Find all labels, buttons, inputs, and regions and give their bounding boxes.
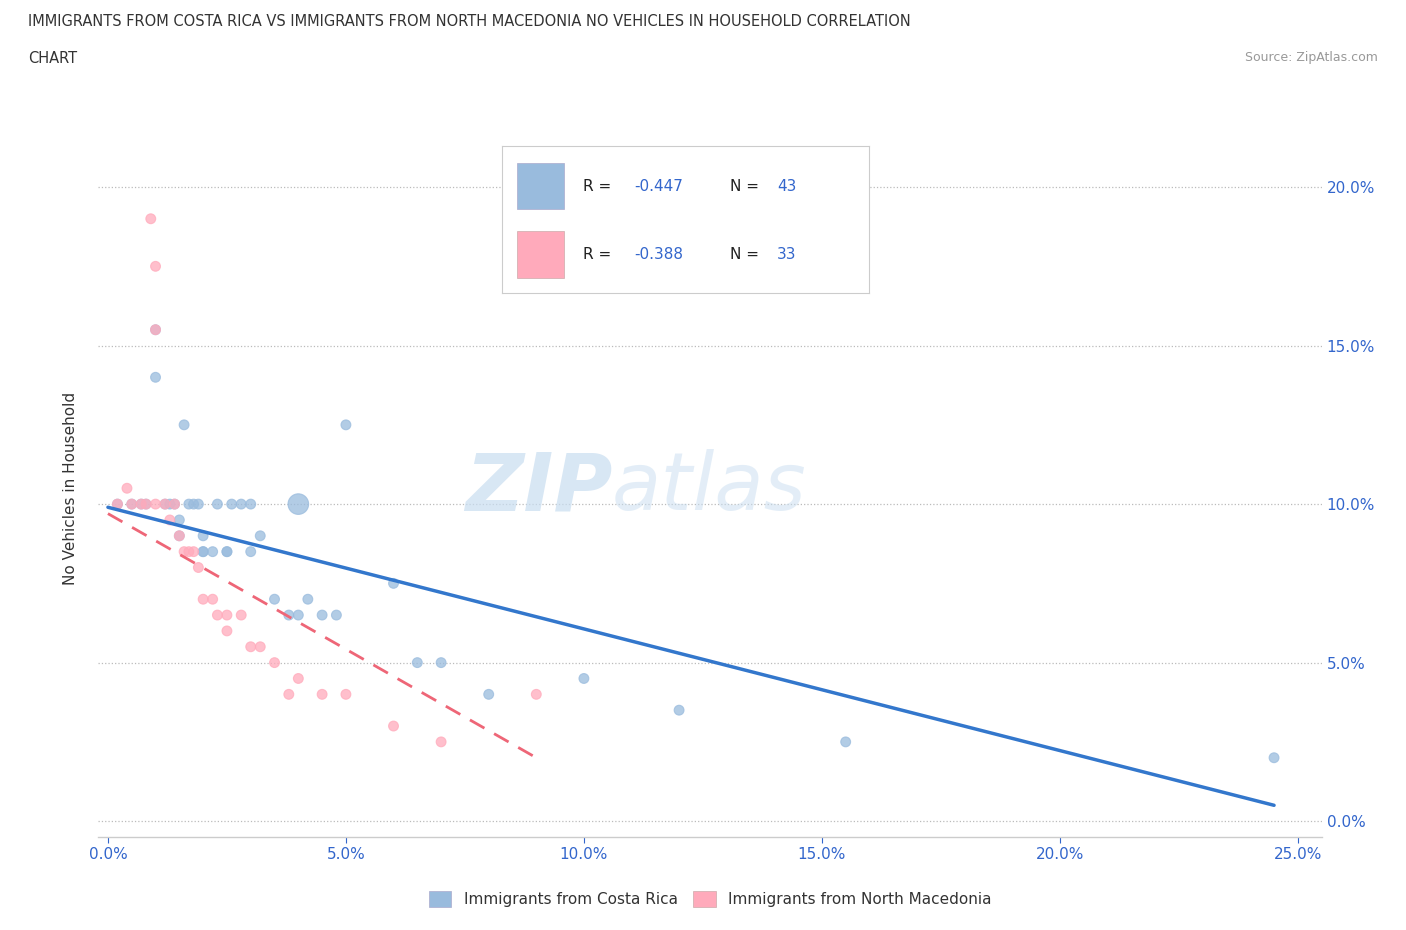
- Point: [163, 497, 186, 512]
- Point: [263, 591, 285, 606]
- Point: [145, 497, 167, 512]
- Point: [169, 528, 191, 543]
- Point: [173, 418, 195, 432]
- Point: [335, 418, 357, 432]
- Point: [325, 607, 347, 622]
- Point: [115, 481, 138, 496]
- Point: [153, 497, 176, 512]
- Y-axis label: No Vehicles in Household: No Vehicles in Household: [63, 392, 77, 585]
- Point: [121, 497, 143, 512]
- Point: [231, 607, 253, 622]
- Point: [177, 497, 200, 512]
- Point: [311, 607, 333, 622]
- Point: [129, 497, 152, 512]
- Point: [135, 497, 157, 512]
- Point: [183, 544, 205, 559]
- Point: [215, 544, 238, 559]
- Point: [834, 735, 856, 750]
- Point: [287, 497, 309, 512]
- Text: IMMIGRANTS FROM COSTA RICA VS IMMIGRANTS FROM NORTH MACEDONIA NO VEHICLES IN HOU: IMMIGRANTS FROM COSTA RICA VS IMMIGRANTS…: [28, 14, 911, 29]
- Point: [524, 687, 547, 702]
- Point: [163, 497, 186, 512]
- Point: [191, 591, 214, 606]
- Point: [177, 544, 200, 559]
- Point: [191, 544, 214, 559]
- Point: [430, 655, 453, 670]
- Point: [215, 544, 238, 559]
- Point: [406, 655, 429, 670]
- Point: [191, 528, 214, 543]
- Point: [335, 687, 357, 702]
- Point: [215, 607, 238, 622]
- Point: [153, 497, 176, 512]
- Point: [191, 544, 214, 559]
- Point: [239, 639, 262, 654]
- Text: ZIP: ZIP: [465, 449, 612, 527]
- Point: [430, 735, 453, 750]
- Point: [207, 607, 229, 622]
- Point: [107, 497, 129, 512]
- Point: [129, 497, 152, 512]
- Point: [572, 671, 595, 686]
- Point: [145, 323, 167, 338]
- Text: Source: ZipAtlas.com: Source: ZipAtlas.com: [1244, 51, 1378, 64]
- Point: [145, 323, 167, 338]
- Point: [277, 687, 299, 702]
- Legend: Immigrants from Costa Rica, Immigrants from North Macedonia: Immigrants from Costa Rica, Immigrants f…: [422, 884, 998, 913]
- Point: [201, 544, 224, 559]
- Point: [107, 497, 129, 512]
- Point: [249, 639, 271, 654]
- Point: [145, 370, 167, 385]
- Point: [297, 591, 319, 606]
- Text: atlas: atlas: [612, 449, 807, 527]
- Point: [215, 623, 238, 638]
- Point: [183, 497, 205, 512]
- Point: [668, 703, 690, 718]
- Point: [159, 512, 181, 527]
- Point: [201, 591, 224, 606]
- Point: [478, 687, 501, 702]
- Point: [139, 211, 162, 226]
- Point: [382, 719, 405, 734]
- Point: [145, 259, 167, 273]
- Text: CHART: CHART: [28, 51, 77, 66]
- Point: [169, 512, 191, 527]
- Point: [221, 497, 243, 512]
- Point: [231, 497, 253, 512]
- Point: [239, 544, 262, 559]
- Point: [187, 560, 209, 575]
- Point: [159, 497, 181, 512]
- Point: [311, 687, 333, 702]
- Point: [121, 497, 143, 512]
- Point: [207, 497, 229, 512]
- Point: [382, 576, 405, 591]
- Point: [287, 671, 309, 686]
- Point: [249, 528, 271, 543]
- Point: [135, 497, 157, 512]
- Point: [1263, 751, 1285, 765]
- Point: [263, 655, 285, 670]
- Point: [287, 607, 309, 622]
- Point: [239, 497, 262, 512]
- Point: [187, 497, 209, 512]
- Point: [277, 607, 299, 622]
- Point: [173, 544, 195, 559]
- Point: [169, 528, 191, 543]
